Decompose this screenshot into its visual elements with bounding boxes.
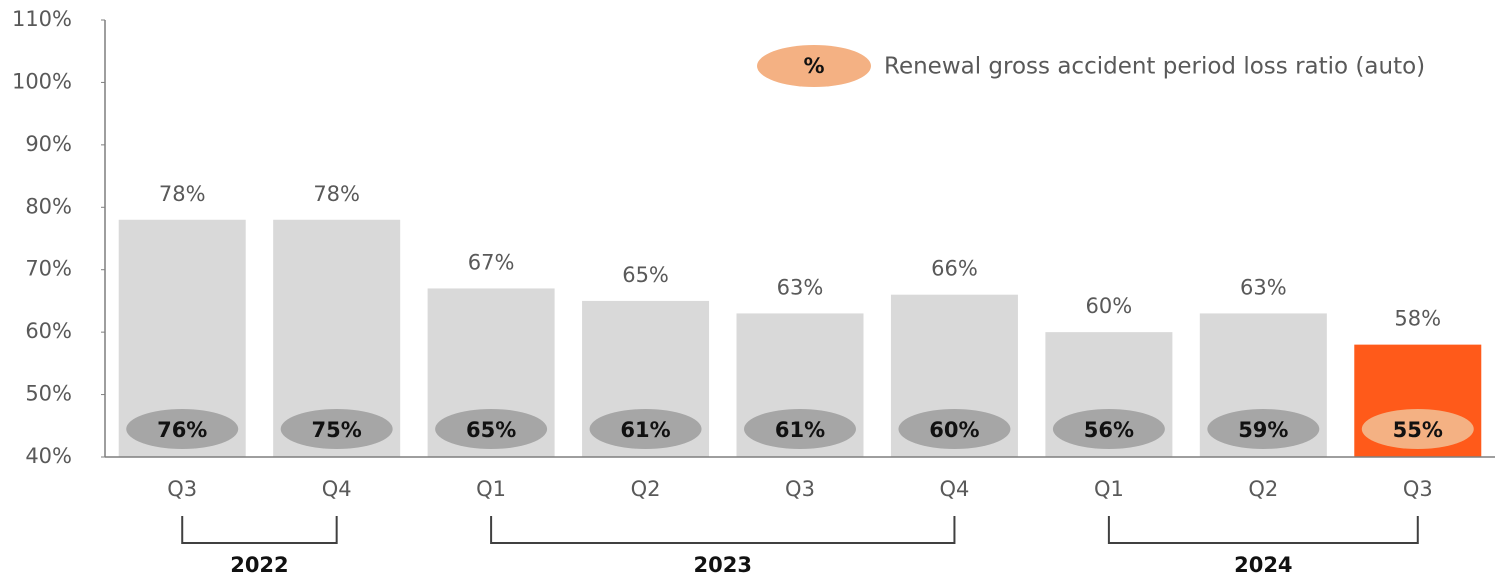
bar-value-label: 63% (1240, 275, 1287, 299)
ratio-marker (126, 409, 239, 449)
bar-value-label: 78% (159, 182, 206, 206)
y-tick-label: 80% (25, 194, 72, 218)
year-label: 2024 (1234, 553, 1292, 577)
legend-marker-label: % (803, 54, 824, 78)
ratio-label: 61% (775, 418, 825, 442)
x-tick-label: Q2 (1248, 477, 1278, 501)
ratio-label: 55% (1393, 418, 1443, 442)
ratio-label: 61% (620, 418, 670, 442)
year-label: 2022 (230, 553, 288, 577)
y-tick-label: 70% (25, 257, 72, 281)
x-tick-label: Q1 (1094, 477, 1124, 501)
bar-value-label: 67% (468, 250, 515, 274)
ratio-label: 60% (929, 418, 979, 442)
ratio-label: 75% (312, 418, 362, 442)
bar-value-label: 65% (622, 263, 669, 287)
y-tick-label: 40% (25, 444, 72, 468)
ratio-label: 59% (1238, 418, 1288, 442)
ratio-marker (1361, 409, 1474, 449)
year-bracket (1107, 516, 1419, 544)
ratio-marker (1052, 409, 1165, 449)
ratio-marker (1207, 409, 1320, 449)
x-tick-label: Q1 (476, 477, 506, 501)
legend-marker (757, 45, 871, 87)
x-tick-label: Q4 (322, 477, 352, 501)
x-tick-label: Q2 (631, 477, 661, 501)
ratio-marker (435, 409, 548, 449)
bar-value-label: 78% (313, 182, 360, 206)
y-tick-label: 100% (12, 69, 72, 93)
x-tick-label: Q3 (167, 477, 197, 501)
bar-value-label: 60% (1086, 294, 1133, 318)
y-tick-label: 90% (25, 132, 72, 156)
year-bracket (490, 516, 956, 544)
ratio-label: 65% (466, 418, 516, 442)
ratio-marker (744, 409, 856, 449)
ratio-marker (898, 409, 1011, 449)
ratio-label: 56% (1084, 418, 1134, 442)
x-tick-label: Q3 (785, 477, 815, 501)
y-tick-label: 50% (25, 382, 72, 406)
year-bracket (181, 516, 338, 544)
year-label: 2023 (694, 553, 752, 577)
bar-value-label: 58% (1394, 307, 1441, 331)
x-tick-label: Q4 (939, 477, 969, 501)
y-tick-label: 110% (12, 7, 72, 31)
bar-value-label: 66% (931, 257, 978, 281)
ratio-marker (589, 409, 702, 449)
bar-value-label: 63% (777, 275, 824, 299)
ratio-marker (280, 409, 393, 449)
ratio-label: 76% (157, 418, 207, 442)
x-tick-label: Q3 (1403, 477, 1433, 501)
y-tick-label: 60% (25, 319, 72, 343)
legend-label: Renewal gross accident period loss ratio… (884, 54, 1425, 80)
